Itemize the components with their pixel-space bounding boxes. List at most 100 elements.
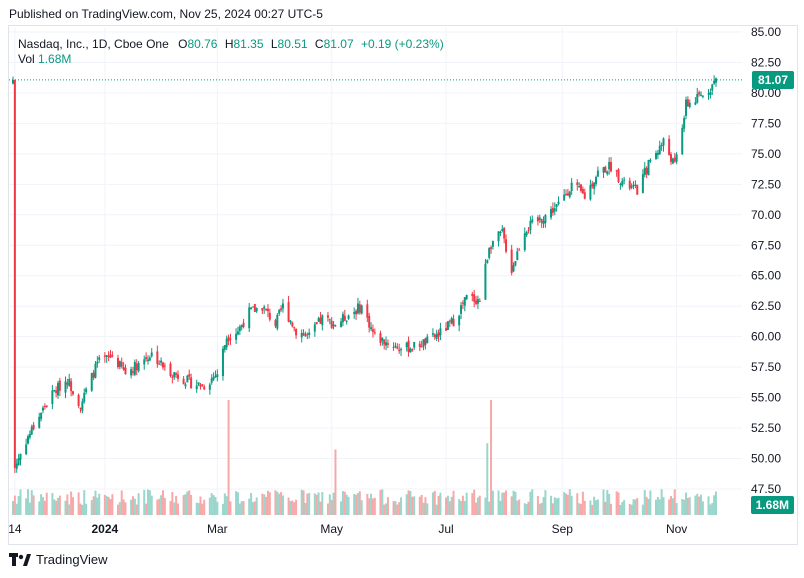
candle-body bbox=[173, 372, 176, 378]
legend: Nasdaq, Inc., 1D, Cboe One O80.76 H81.35… bbox=[18, 36, 444, 52]
volume-bar bbox=[340, 501, 343, 515]
candle-body bbox=[41, 407, 44, 411]
candle-body bbox=[53, 389, 56, 391]
volume-bar bbox=[671, 498, 674, 515]
candle-body bbox=[265, 309, 268, 311]
volume-bar bbox=[463, 501, 466, 515]
candle-body bbox=[25, 444, 28, 455]
candle-body bbox=[40, 412, 43, 419]
candle-body bbox=[452, 318, 455, 327]
candle-body bbox=[580, 184, 583, 191]
candle-body bbox=[675, 154, 678, 162]
candle-body bbox=[306, 333, 309, 335]
y-axis-ticks: 85.00 82.50 80.00 77.50 75.00 72.50 70.00 67.50… bbox=[751, 25, 781, 496]
candle-body bbox=[540, 219, 543, 223]
volume-bar bbox=[176, 503, 179, 515]
candle-body bbox=[77, 394, 80, 407]
candle-body bbox=[670, 154, 673, 162]
candle-body bbox=[250, 307, 253, 310]
volume-bar bbox=[525, 504, 528, 515]
volume-bar bbox=[135, 504, 138, 515]
candle-body bbox=[317, 318, 320, 322]
volume-bar bbox=[98, 493, 101, 515]
volume-bar bbox=[409, 491, 412, 515]
legend-symbol: Nasdaq, Inc., 1D, Cboe One bbox=[18, 37, 169, 51]
candle-body bbox=[591, 183, 594, 187]
legend-high-value: 81.35 bbox=[233, 37, 264, 51]
x-tick-label: 14 bbox=[8, 522, 22, 536]
candle-body bbox=[475, 300, 478, 304]
candle-body bbox=[420, 346, 423, 348]
volume-bar bbox=[64, 500, 67, 515]
volume-bar bbox=[58, 495, 61, 515]
chart-frame bbox=[8, 25, 798, 545]
candle-body bbox=[371, 329, 374, 332]
volume-bar bbox=[435, 504, 438, 515]
volume-bar bbox=[358, 491, 361, 515]
volume-bar bbox=[491, 490, 494, 515]
candle-body bbox=[685, 99, 688, 116]
candle-body bbox=[79, 407, 82, 409]
candle-body bbox=[81, 401, 84, 411]
volume-bar bbox=[551, 503, 554, 515]
candle-body bbox=[424, 338, 427, 345]
candle-body bbox=[274, 320, 277, 327]
candle-body bbox=[491, 241, 494, 247]
volume-bar bbox=[105, 496, 108, 515]
volume-bar bbox=[38, 501, 41, 515]
candle-body bbox=[319, 317, 322, 324]
legend-close-label: C bbox=[314, 37, 324, 51]
volume-bar bbox=[512, 490, 515, 515]
volume-bar bbox=[608, 493, 611, 515]
candle-body bbox=[686, 99, 689, 107]
volume-bar bbox=[255, 497, 258, 515]
candle-body bbox=[343, 315, 346, 321]
candle-body bbox=[551, 208, 554, 213]
legend-high-label: H bbox=[224, 37, 234, 51]
volume-bar bbox=[248, 498, 251, 515]
volume-bar bbox=[370, 493, 373, 515]
candle-body bbox=[645, 168, 648, 175]
volume-bar bbox=[630, 504, 633, 515]
volume-bar bbox=[353, 493, 356, 515]
volume-bar bbox=[90, 500, 93, 515]
candle-body bbox=[175, 373, 178, 375]
volume-bar bbox=[334, 449, 337, 515]
candle-body bbox=[550, 209, 553, 218]
volume-bar bbox=[19, 489, 22, 515]
volume-bar bbox=[221, 503, 224, 515]
candle-body bbox=[398, 349, 401, 352]
volume-bar bbox=[223, 493, 226, 515]
volume-bar bbox=[475, 502, 478, 515]
candle-body bbox=[161, 362, 164, 368]
candle-body bbox=[409, 348, 412, 353]
candle-body bbox=[118, 360, 121, 368]
legend-low-label: L bbox=[270, 37, 278, 51]
volume-bar bbox=[347, 496, 350, 515]
volume-bar bbox=[593, 496, 596, 515]
candle-body bbox=[435, 334, 438, 339]
x-tick-label: Sep bbox=[552, 522, 574, 536]
candle-body bbox=[332, 324, 335, 327]
candle-body bbox=[251, 306, 254, 308]
candle-body bbox=[458, 315, 461, 326]
candle-body bbox=[431, 333, 434, 335]
candle-body bbox=[394, 345, 397, 347]
volume-bar bbox=[51, 493, 54, 515]
volume-bar bbox=[300, 489, 303, 515]
volume-bar bbox=[439, 492, 442, 515]
candle-body bbox=[236, 331, 239, 335]
volume-bar bbox=[116, 504, 119, 515]
volume-bar bbox=[696, 493, 699, 515]
candle-body bbox=[715, 78, 717, 83]
candle-body bbox=[199, 384, 202, 387]
candle-body bbox=[486, 260, 489, 264]
volume-bar bbox=[94, 490, 97, 515]
volume-bar bbox=[328, 494, 331, 515]
candle-body bbox=[15, 463, 18, 469]
candle-body bbox=[510, 249, 513, 273]
footer[interactable]: TradingView bbox=[9, 552, 108, 567]
volume-bar bbox=[621, 501, 624, 515]
volume-bar bbox=[606, 490, 609, 515]
